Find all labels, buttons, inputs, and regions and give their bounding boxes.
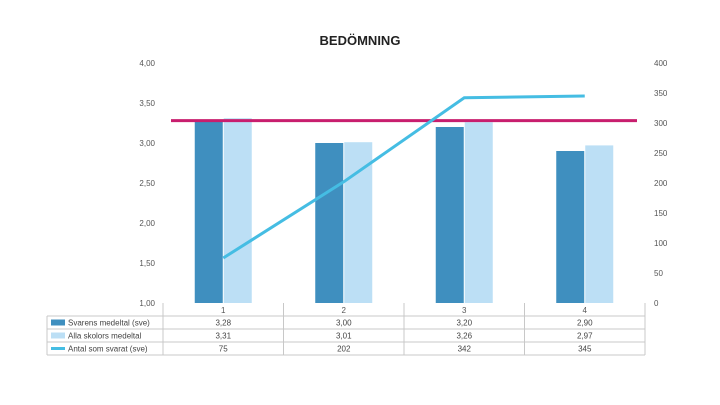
y-right-tick-label: 150: [654, 209, 668, 218]
data-label: 2,97: [577, 332, 593, 341]
bar: [194, 120, 223, 303]
legend-swatch: [51, 319, 65, 326]
data-label: 2,90: [577, 319, 593, 328]
y-left-tick-label: 1,00: [139, 299, 155, 308]
bar: [556, 151, 585, 303]
data-label: 342: [458, 345, 472, 354]
data-label: 3,20: [456, 319, 472, 328]
data-label: 345: [578, 345, 592, 354]
data-label: 75: [219, 345, 228, 354]
bar: [435, 127, 464, 303]
data-label: 3,31: [215, 332, 231, 341]
y-left-tick-label: 3,00: [139, 139, 155, 148]
chart-title: BEDÖMNING: [319, 33, 401, 48]
bar: [585, 145, 614, 303]
legend-label: Antal som svarat (sve): [68, 345, 148, 354]
data-label: 3,26: [456, 332, 472, 341]
y-left-tick-label: 4,00: [139, 59, 155, 68]
bar: [464, 122, 493, 303]
bar: [223, 118, 252, 303]
y-left-tick-label: 2,00: [139, 219, 155, 228]
y-right-tick-label: 400: [654, 59, 668, 68]
y-right-tick-label: 50: [654, 269, 663, 278]
data-label: 202: [337, 345, 351, 354]
data-label: 3,28: [215, 319, 231, 328]
data-label: 3,00: [336, 319, 352, 328]
x-tick-label: 3: [462, 306, 467, 315]
y-right-tick-label: 100: [654, 239, 668, 248]
x-tick-label: 2: [342, 306, 347, 315]
legend-label: Svarens medeltal (sve): [68, 319, 150, 328]
legend-swatch: [51, 332, 65, 339]
y-right-tick-label: 200: [654, 179, 668, 188]
bar: [344, 142, 373, 303]
bar: [315, 143, 344, 303]
x-tick-label: 1: [221, 306, 226, 315]
x-tick-label: 4: [583, 306, 588, 315]
y-right-tick-label: 350: [654, 89, 668, 98]
y-left-tick-label: 2,50: [139, 179, 155, 188]
data-label: 3,01: [336, 332, 352, 341]
y-right-tick-label: 250: [654, 149, 668, 158]
y-left-tick-label: 1,50: [139, 259, 155, 268]
y-right-tick-label: 300: [654, 119, 668, 128]
series-line: [222, 94, 585, 260]
legend-label: Alla skolors medeltal: [68, 332, 142, 341]
y-left-tick-label: 3,50: [139, 99, 155, 108]
y-right-tick-label: 0: [654, 299, 659, 308]
